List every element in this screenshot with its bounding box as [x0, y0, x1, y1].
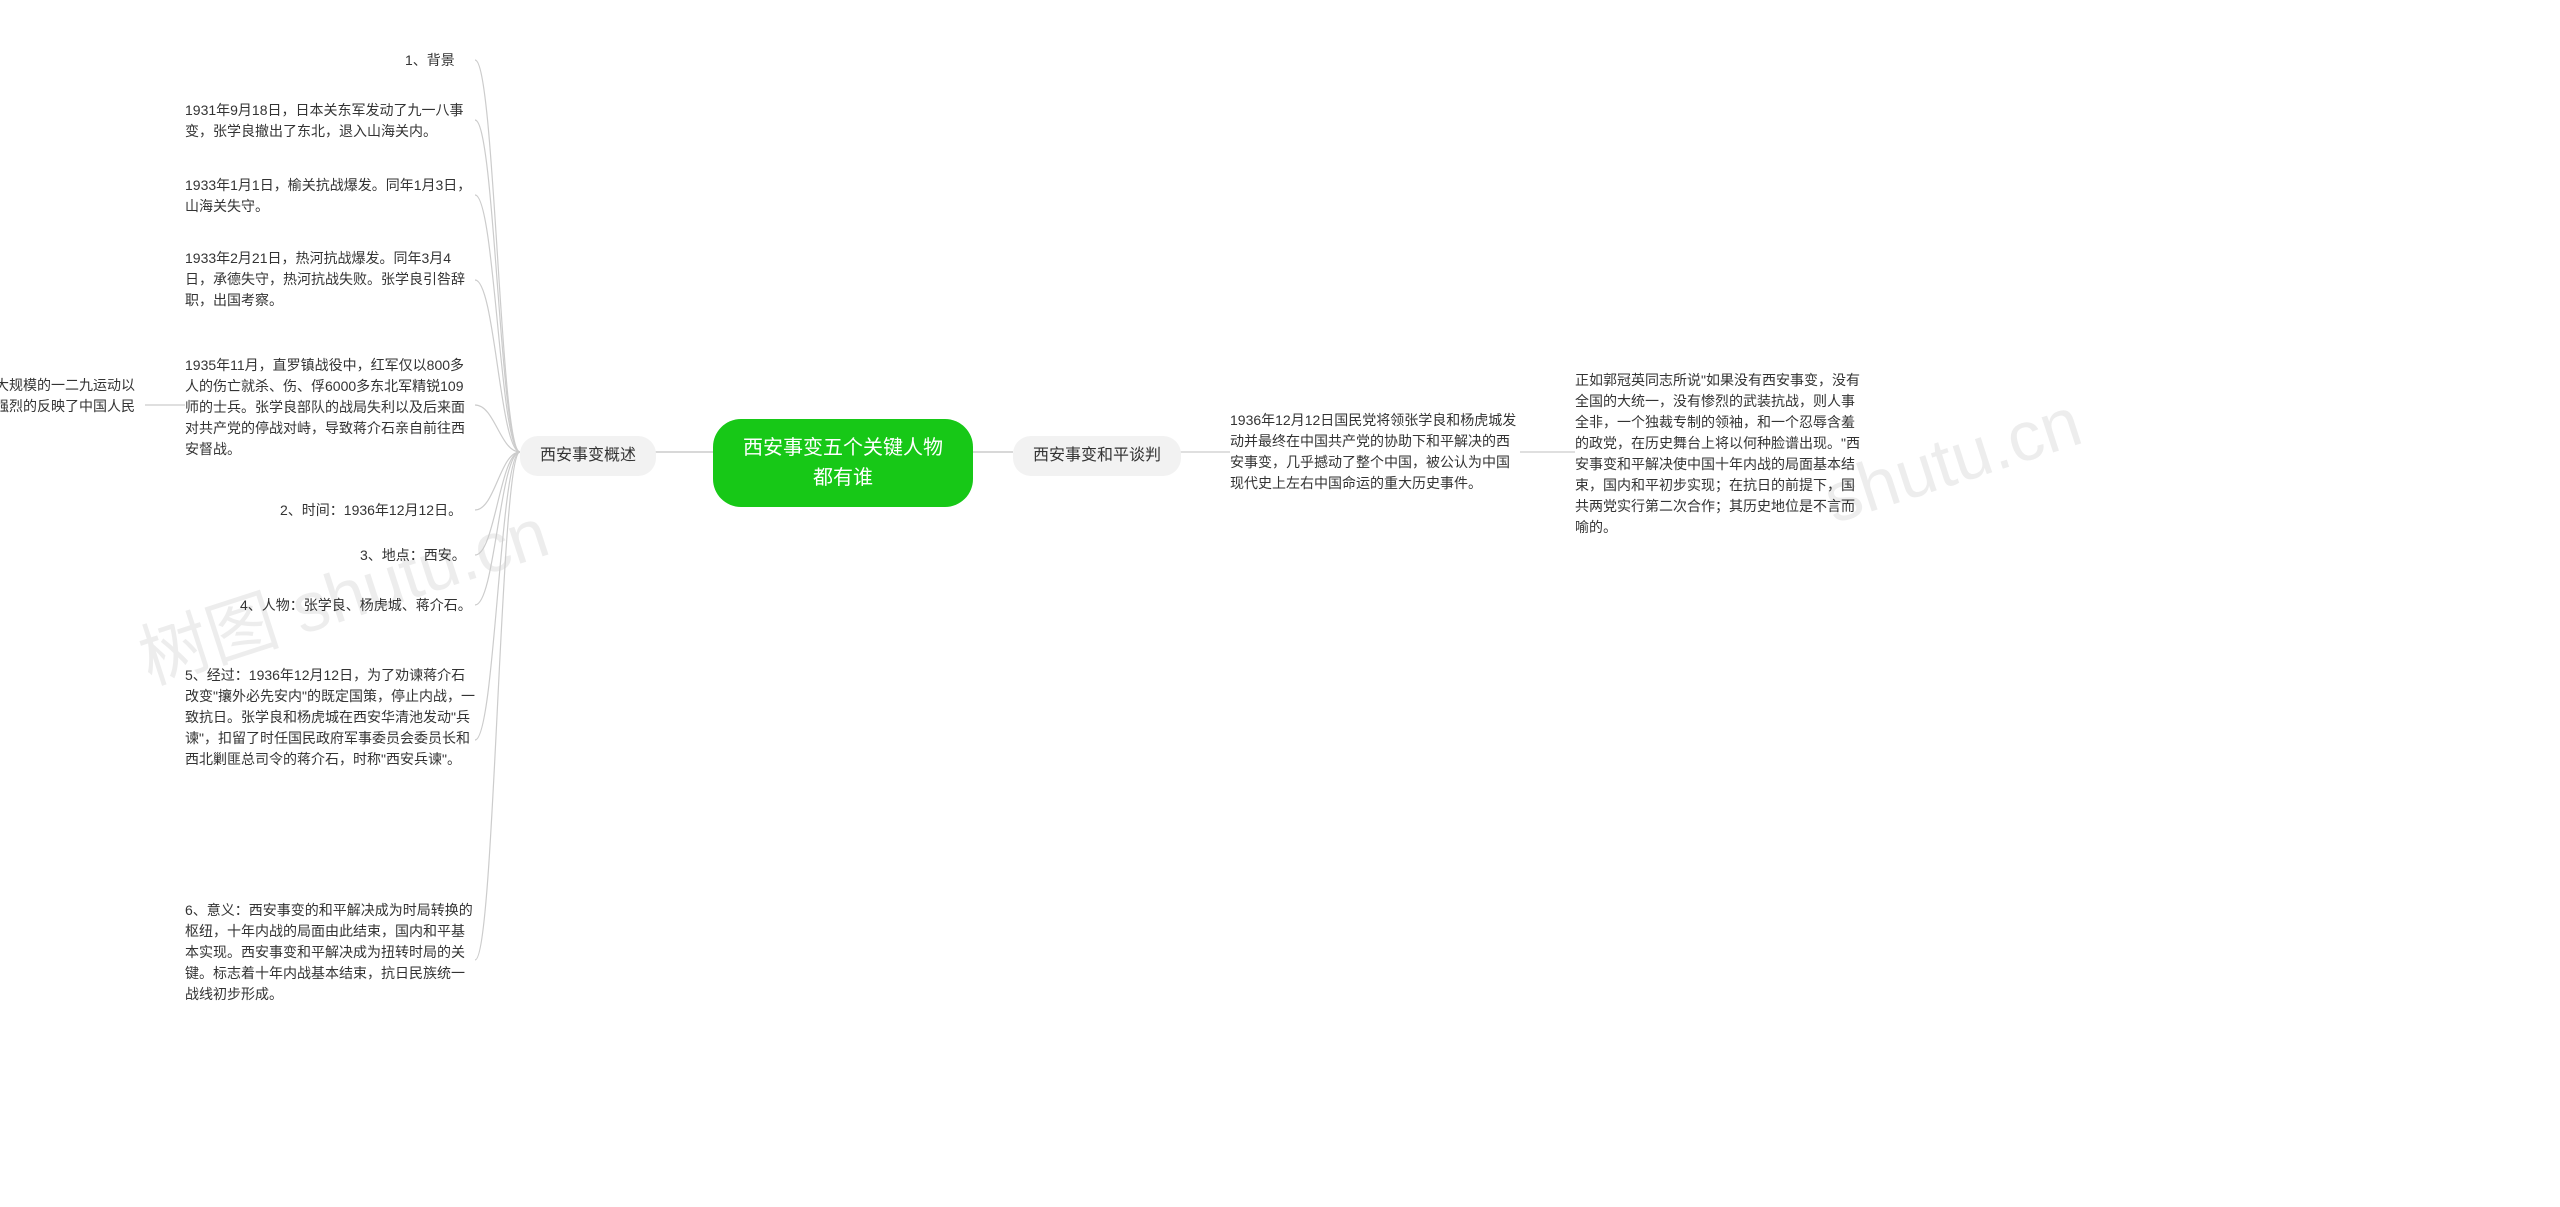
leaf-l5: 1935年11月，直罗镇战役中，红军仅以800多人的伤亡就杀、伤、俘6000多东…: [185, 355, 475, 460]
leaf-l4: 1933年2月21日，热河抗战爆发。同年3月4日，承德失守，热河抗战失败。张学良…: [185, 248, 475, 311]
leaf-l3: 1933年1月1日，榆关抗战爆发。同年1月3日，山海关失守。: [185, 175, 475, 217]
leaf-l7: 3、地点：西安。: [360, 545, 475, 566]
leaf-l1: 1、背景: [405, 50, 475, 71]
leaf-l8: 4、人物：张学良、杨虎城、蒋介石。: [240, 595, 475, 616]
leaf-l6: 2、时间：1936年12月12日。: [280, 500, 475, 521]
leaf-r1a: 正如郭冠英同志所说"如果没有西安事变，没有全国的大统一，没有惨烈的武装抗战，则人…: [1575, 370, 1865, 538]
leaf-l10: 6、意义：西安事变的和平解决成为时局转换的枢纽，十年内战的局面由此结束，国内和平…: [185, 900, 475, 1005]
leaf-l2: 1931年9月18日，日本关东军发动了九一八事变，张学良撤出了东北，退入山海关内…: [185, 100, 475, 142]
leaf-l5a: 由于紧接着国内爆发了大规模的一二九运动以及后来的两广事变，都强烈的反映了中国人民…: [0, 375, 145, 438]
leaf-l9: 5、经过：1936年12月12日，为了劝谏蒋介石改变"攘外必先安内"的既定国策，…: [185, 665, 475, 770]
branch-negotiation: 西安事变和平谈判: [1013, 436, 1181, 476]
leaf-r1: 1936年12月12日国民党将领张学良和杨虎城发动并最终在中国共产党的协助下和平…: [1230, 410, 1520, 494]
branch-overview: 西安事变概述: [520, 436, 656, 476]
root-node: 西安事变五个关键人物都有谁: [713, 419, 973, 507]
